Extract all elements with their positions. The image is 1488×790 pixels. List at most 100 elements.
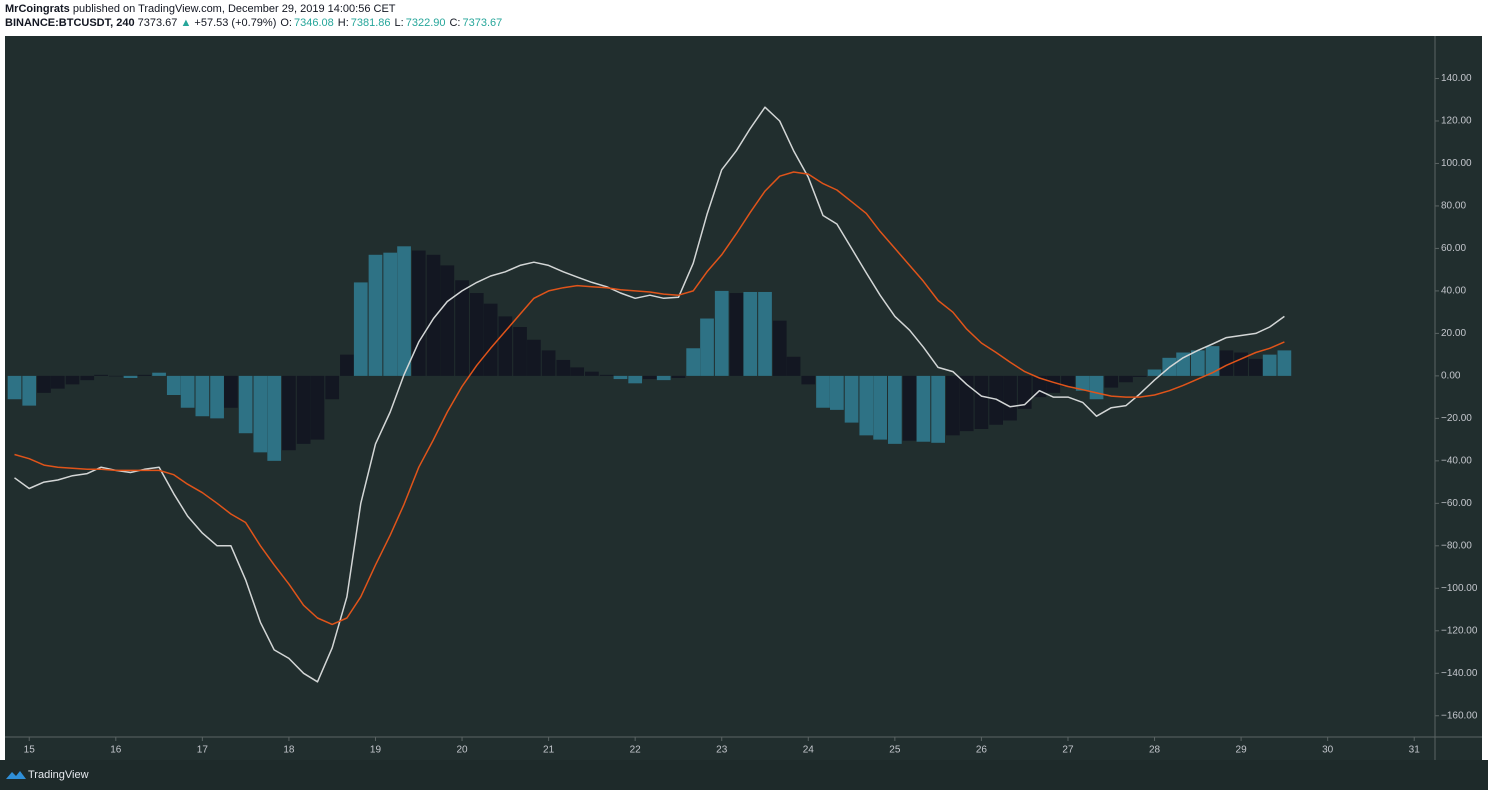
histogram-bar — [483, 303, 498, 376]
histogram-bar — [974, 375, 989, 429]
histogram-bar — [353, 282, 368, 376]
x-tick-label: 21 — [543, 745, 555, 756]
histogram-bar — [65, 375, 80, 385]
histogram-bar — [1089, 375, 1104, 400]
histogram-bar — [527, 339, 541, 376]
histogram-bar — [859, 375, 874, 436]
histogram-bar — [916, 375, 931, 442]
y-tick-label: −60.00 — [1441, 498, 1472, 509]
x-tick-label: 16 — [110, 745, 122, 756]
histogram-bar — [830, 375, 844, 410]
histogram-bar — [513, 327, 527, 376]
ohlc-label: O: — [280, 17, 292, 29]
author: MrCoingrats — [5, 3, 70, 15]
histogram-bar — [1061, 375, 1075, 387]
y-tick-label: −20.00 — [1441, 413, 1472, 424]
change: +57.53 (+0.79%) — [194, 17, 276, 29]
y-tick-label: 0.00 — [1441, 371, 1461, 382]
histogram-bar — [1277, 350, 1292, 376]
histogram-bar — [37, 375, 51, 393]
x-tick-label: 30 — [1322, 745, 1334, 756]
histogram-bar — [686, 348, 701, 376]
x-tick-label: 20 — [456, 745, 468, 756]
histogram-bar — [325, 375, 340, 400]
logo — [6, 771, 26, 779]
histogram-bar — [599, 374, 614, 376]
y-tick-label: −100.00 — [1441, 583, 1478, 594]
histogram-bar — [585, 371, 599, 376]
y-tick-label: 100.00 — [1441, 158, 1472, 169]
histogram-bar — [887, 375, 902, 444]
histogram-bar — [700, 318, 714, 376]
histogram-bar — [1248, 358, 1263, 376]
y-tick-label: 120.00 — [1441, 116, 1472, 127]
y-tick-label: −120.00 — [1441, 625, 1478, 636]
y-tick-label: −40.00 — [1441, 455, 1472, 466]
line-series — [14, 106, 1285, 683]
histogram-bar — [1132, 375, 1147, 377]
histogram-bar — [671, 375, 686, 379]
histogram-bar — [426, 254, 441, 376]
histogram-bar — [1075, 375, 1090, 391]
histogram-bar — [469, 293, 484, 376]
histogram-bar — [1119, 375, 1133, 383]
ohlc-value: 7381.86 — [351, 17, 391, 29]
symbol: BINANCE:BTCUSDT, 240 — [5, 17, 135, 29]
histogram-bar — [1104, 375, 1119, 388]
histogram-bar — [1262, 354, 1277, 376]
histogram-bar — [1046, 375, 1061, 393]
histogram-bar — [267, 375, 282, 461]
histogram-bar — [1176, 352, 1190, 376]
ohlc-label: H: — [338, 17, 349, 29]
histogram-bar — [570, 367, 585, 376]
y-tick-label: −140.00 — [1441, 668, 1478, 679]
x-tick-label: 31 — [1409, 745, 1421, 756]
footer-bar — [0, 760, 1488, 790]
histogram-bar — [714, 290, 729, 376]
y-tick-label: 140.00 — [1441, 73, 1472, 84]
histogram-bar — [383, 252, 398, 376]
histogram-bar — [556, 359, 571, 376]
x-tick-label: 29 — [1236, 745, 1248, 756]
histogram-bar — [959, 375, 974, 432]
histogram-bar — [440, 265, 455, 376]
histogram-bar — [729, 293, 744, 376]
histogram-bar — [643, 375, 657, 380]
histogram-bar — [1219, 350, 1234, 376]
x-tick-label: 22 — [630, 745, 642, 756]
histogram-bar — [296, 375, 311, 444]
arrow: ▲ — [180, 17, 191, 29]
ohlc-label: L: — [395, 17, 404, 29]
histogram-bar — [541, 350, 556, 376]
histogram-bar — [282, 375, 296, 451]
ohlc-value: 7346.08 — [294, 17, 334, 29]
histogram-bar — [931, 375, 945, 443]
histogram-bar — [94, 374, 108, 376]
histogram-bar — [397, 246, 411, 376]
histogram-bar — [368, 254, 383, 376]
histogram-bar — [1003, 375, 1017, 421]
histogram-bar — [7, 375, 22, 400]
published: published on TradingView.com, December 2… — [73, 3, 396, 15]
ohlc-label: C: — [449, 17, 460, 29]
histogram-bar — [902, 375, 917, 441]
ohlc-value: 7373.67 — [462, 17, 502, 29]
line-series — [14, 171, 1285, 626]
x-tick-label: 27 — [1062, 745, 1074, 756]
histogram-bar — [613, 375, 628, 380]
header-line: MrCoingrats published on TradingView.com… — [5, 3, 396, 15]
last-price: 7373.67 — [138, 17, 178, 29]
histogram-bar — [210, 375, 224, 419]
histogram-bar — [628, 375, 643, 384]
histogram-bar — [1234, 352, 1248, 376]
x-tick-label: 24 — [803, 745, 815, 756]
histogram-bar — [772, 320, 787, 376]
histogram-bar — [310, 375, 325, 440]
histogram-bar — [152, 372, 166, 376]
histogram-bar — [801, 375, 816, 385]
histogram-bar — [224, 375, 238, 408]
histogram-bar — [743, 291, 758, 376]
x-tick-label: 28 — [1149, 745, 1161, 756]
histogram-bar — [1190, 350, 1205, 376]
